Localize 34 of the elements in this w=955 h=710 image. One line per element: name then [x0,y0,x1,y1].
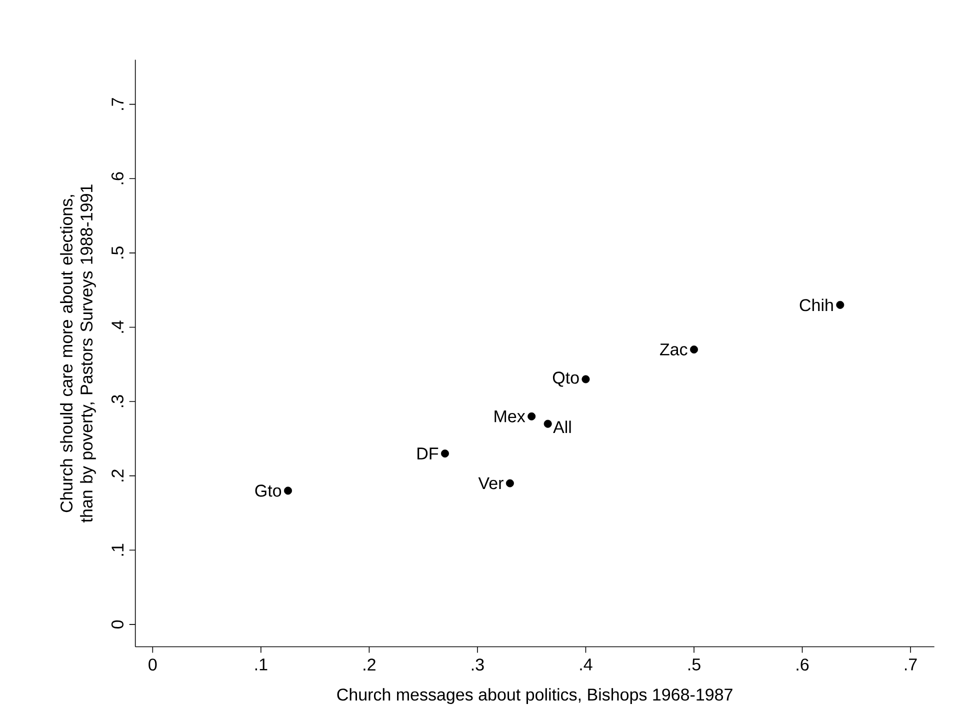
x-axis-title: Church messages about politics, Bishops 1968-1987 [337,688,732,704]
x-tick-label: 0 [148,658,157,671]
point [836,301,844,310]
y-tick-label: .4 [112,320,124,333]
annotation: Zac [660,344,688,356]
y-tick-label: 0 [111,620,124,629]
annotation: Ver [478,477,504,490]
annotation: Mex [494,410,526,422]
point [506,479,514,488]
x-tick-label: .7 [904,658,917,670]
y-tick-label: .5 [112,246,124,259]
annotation: Gto [255,484,282,497]
annotation: DF [418,448,438,460]
point [440,450,449,458]
x-tick-label: .2 [364,658,376,671]
y-tick-label: .6 [111,172,124,184]
x-tick-label: .6 [796,658,809,671]
y-tick-label: .3 [111,395,124,408]
point [582,375,590,384]
annotation: All [553,420,571,434]
y-axis-title: Church should care more about elections, than by poverty, Pastors Surveys 1988-1991 [60,184,96,523]
y-tick-label: .7 [112,98,124,110]
point [284,486,292,495]
y-tick-label: .1 [112,544,124,556]
x-tick-label: .3 [472,658,484,671]
y-tick-label: .2 [112,470,124,482]
x-tick-label: .4 [580,658,592,670]
x-tick-label: .1 [255,658,268,670]
point [544,420,552,428]
point [528,412,536,421]
annotation: Chih [800,298,833,312]
annotation: Qto [552,372,579,387]
x-tick-label: .5 [688,658,700,671]
point [690,346,698,354]
